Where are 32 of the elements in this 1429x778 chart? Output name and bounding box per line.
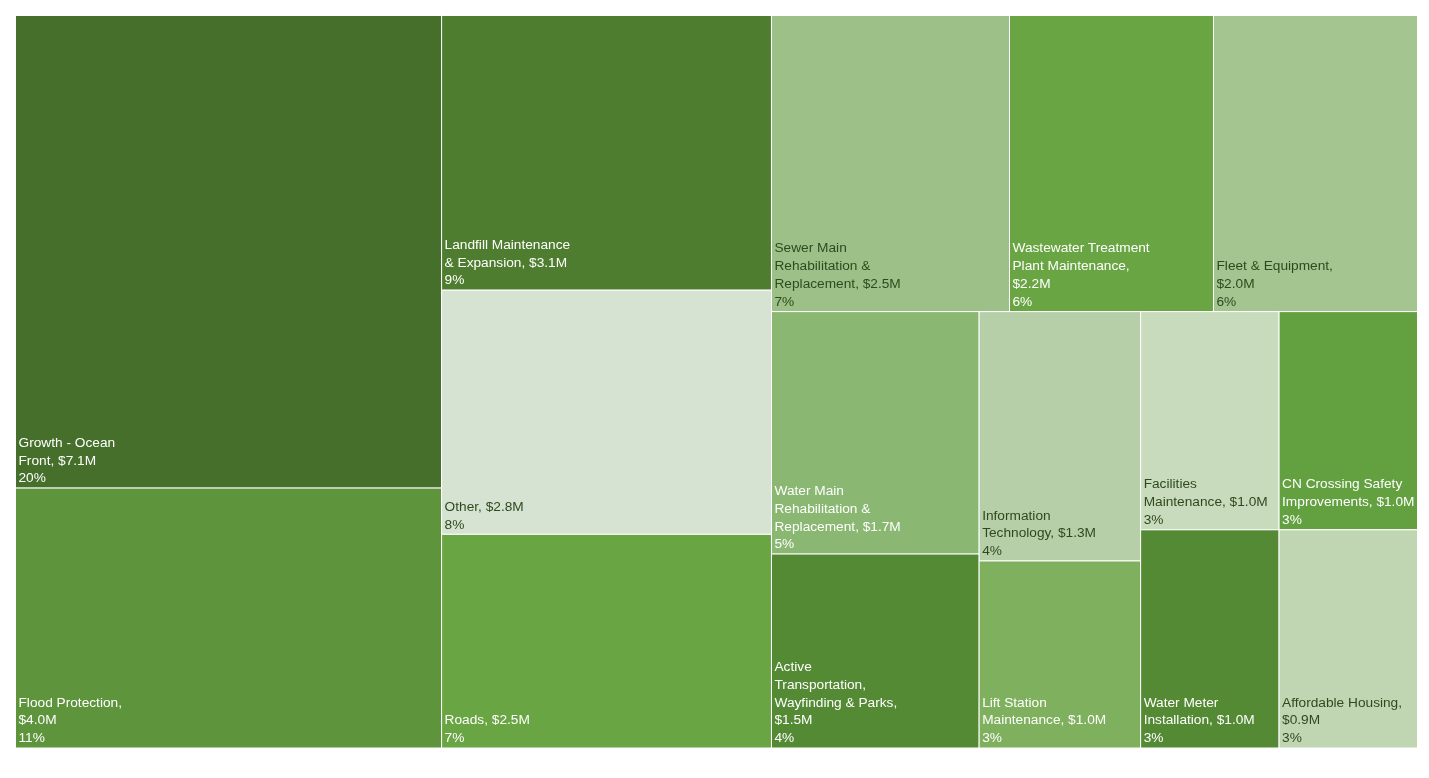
- category-label: Information Technology, $1.3M: [982, 507, 1097, 541]
- data-label: 5%: [774, 536, 795, 552]
- category-label: Water Main Rehabilitation & Replacement, $1.7M: [774, 482, 901, 534]
- category-label: Water Meter Installation, $1.0M: [1143, 694, 1255, 728]
- data-label: 20%: [18, 470, 46, 486]
- category-label: Landfill Maintenance & Expansion, $3.1M: [444, 236, 571, 270]
- data-label: 3%: [982, 730, 1002, 746]
- data-label: 6%: [1216, 293, 1237, 309]
- category-label: Other, $2.8M: [444, 498, 524, 514]
- data-label: 4%: [982, 543, 1002, 559]
- data-label: 7%: [444, 730, 465, 746]
- data-label: 4%: [774, 730, 795, 746]
- data-label: 3%: [1282, 512, 1302, 528]
- data-label: 7%: [774, 293, 795, 309]
- category-label: Fleet & Equipment, $2.0M: [1216, 258, 1333, 292]
- data-label: 3%: [1143, 512, 1164, 528]
- category-label: CN Crossing Safety Improvements, $1.0M: [1282, 476, 1415, 510]
- data-label: 3%: [1282, 730, 1302, 746]
- category-label: Lift Station Maintenance, $1.0M: [982, 694, 1107, 728]
- category-label: Sewer Main Rehabilitation & Replacement, $2.5M: [774, 240, 901, 292]
- category-label: Roads, $2.5M: [444, 712, 530, 728]
- category-label: Active Transportation, Wayfinding & Parks, $1.5M: [774, 659, 898, 728]
- data-label: 8%: [444, 516, 465, 532]
- data-label: 11%: [18, 730, 45, 746]
- data-label: 3%: [1143, 730, 1164, 746]
- category-label: Flood Protection, $4.0M: [18, 694, 122, 728]
- category-label: Growth - Ocean Front, $7.1M: [18, 434, 116, 468]
- category-label: Wastewater Treatment Plant Maintenance, $2.2M: [1012, 240, 1150, 292]
- data-label: 9%: [444, 272, 465, 288]
- data-label: 6%: [1012, 293, 1033, 309]
- category-label: Affordable Housing, $0.9M: [1282, 694, 1403, 728]
- category-label: Facilities Maintenance, $1.0M: [1143, 476, 1268, 510]
